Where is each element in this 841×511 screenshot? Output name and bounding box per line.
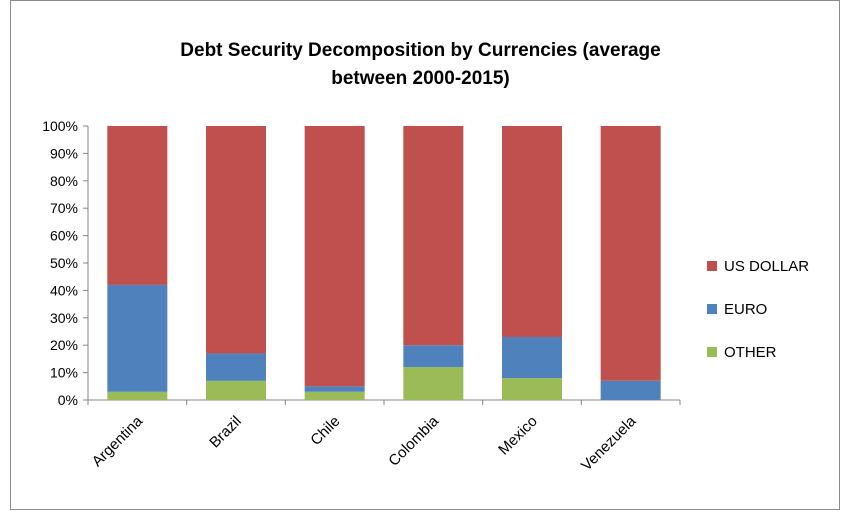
x-category-label: Argentina bbox=[89, 412, 147, 470]
legend-swatch-euro bbox=[707, 304, 717, 314]
chart-title-line-2: between 2000-2015) bbox=[331, 68, 510, 89]
bar-euro-chile bbox=[304, 386, 365, 392]
chart-frame bbox=[10, 0, 840, 510]
y-tick-label: 100% bbox=[42, 118, 78, 134]
bar-other-chile bbox=[304, 391, 365, 400]
chart-title: Debt Security Decomposition by Currencie… bbox=[0, 37, 841, 93]
x-category-label: Venezuela bbox=[578, 412, 640, 474]
x-category-label: Chile bbox=[307, 413, 343, 449]
bar-euro-argentina bbox=[107, 284, 168, 392]
y-tick-label: 20% bbox=[50, 337, 78, 353]
legend-label-euro: EURO bbox=[724, 301, 767, 318]
y-tick-label: 60% bbox=[50, 228, 78, 244]
chart-title-line-1: Debt Security Decomposition by Currencie… bbox=[180, 40, 661, 61]
bar-other-brazil bbox=[206, 380, 266, 400]
x-category-label: Colombia bbox=[385, 412, 442, 469]
bar-euro-venezuela bbox=[600, 380, 661, 400]
bar-us-dollar-argentina bbox=[107, 126, 168, 285]
legend-label-other: OTHER bbox=[724, 344, 777, 361]
bar-other-argentina bbox=[107, 391, 168, 400]
y-tick-label: 0% bbox=[58, 392, 78, 408]
bar-euro-brazil bbox=[206, 353, 266, 381]
bar-us-dollar-venezuela bbox=[600, 126, 661, 381]
bar-euro-mexico bbox=[502, 336, 562, 379]
y-tick-label: 70% bbox=[50, 200, 78, 216]
y-tick-label: 80% bbox=[50, 173, 78, 189]
bar-us-dollar-chile bbox=[304, 126, 365, 387]
y-tick-label: 50% bbox=[50, 255, 78, 271]
bar-us-dollar-colombia bbox=[403, 126, 464, 346]
legend-label-us-dollar: US DOLLAR bbox=[724, 258, 809, 275]
legend-swatch-us-dollar bbox=[707, 261, 717, 271]
bar-us-dollar-brazil bbox=[206, 126, 266, 354]
bar-other-colombia bbox=[403, 367, 464, 400]
bar-us-dollar-mexico bbox=[502, 126, 562, 337]
x-category-label: Brazil bbox=[206, 413, 245, 452]
bar-euro-colombia bbox=[403, 345, 464, 368]
y-tick-label: 10% bbox=[50, 365, 78, 381]
y-tick-label: 90% bbox=[50, 145, 78, 161]
y-tick-label: 40% bbox=[50, 282, 78, 298]
legend-swatch-other bbox=[707, 347, 717, 357]
x-category-label: Mexico bbox=[495, 413, 541, 459]
bar-other-mexico bbox=[502, 378, 562, 400]
y-tick-label: 30% bbox=[50, 310, 78, 326]
